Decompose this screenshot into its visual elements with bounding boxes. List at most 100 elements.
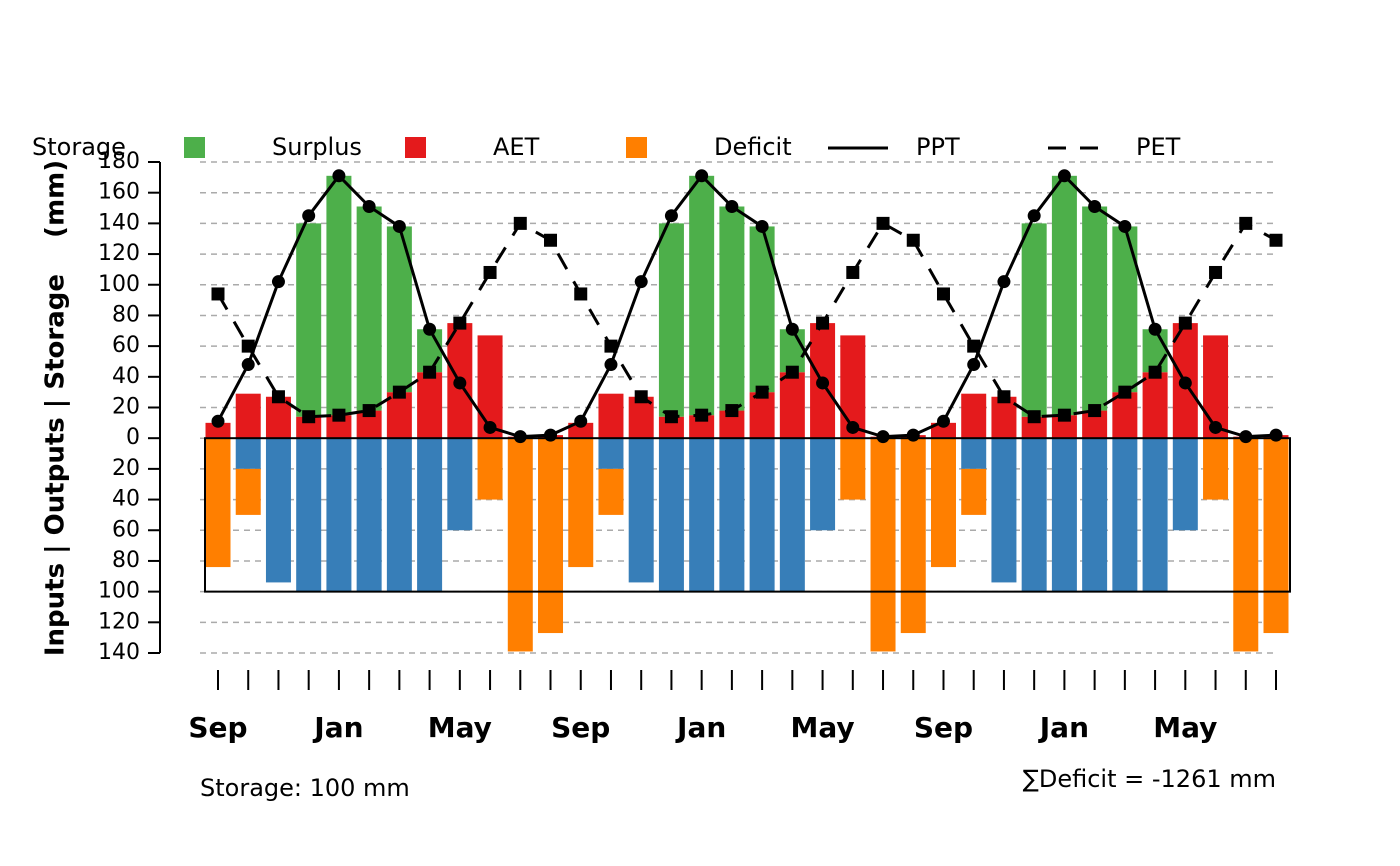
point <box>816 376 830 390</box>
bar <box>1051 175 1077 416</box>
y-tick-label: 180 <box>98 149 140 174</box>
bar <box>356 438 382 592</box>
bar <box>417 438 443 592</box>
bar <box>991 396 1017 439</box>
y-tick-label: 120 <box>98 609 140 634</box>
bar <box>386 392 412 439</box>
point <box>1118 219 1132 233</box>
point <box>302 209 316 223</box>
point <box>362 404 376 418</box>
y-axis-label: Inputs | Outputs | Storage (mm) <box>41 160 71 656</box>
x-tick-label: Sep <box>188 711 247 744</box>
point <box>755 385 769 399</box>
point <box>906 233 920 247</box>
bar <box>749 392 775 439</box>
point <box>544 428 558 442</box>
point <box>664 410 678 424</box>
point <box>725 404 739 418</box>
y-tick-label: 40 <box>112 487 140 512</box>
x-tick-label: May <box>1153 711 1217 744</box>
point <box>936 287 950 301</box>
bar <box>1172 438 1198 531</box>
bar <box>568 422 594 439</box>
point <box>1239 216 1253 230</box>
bar <box>779 372 805 439</box>
legend-swatch <box>184 137 205 158</box>
annotation: Storage: 100 mm <box>200 774 410 802</box>
point <box>362 199 376 213</box>
y-tick-label: 140 <box>98 210 140 235</box>
point <box>967 358 981 372</box>
bar <box>689 175 715 416</box>
point <box>574 414 588 428</box>
bar <box>598 468 624 515</box>
point <box>785 365 799 379</box>
y-tick-label: 100 <box>98 579 140 604</box>
point <box>302 410 316 424</box>
bar <box>900 438 926 634</box>
point <box>392 219 406 233</box>
point <box>634 390 648 404</box>
point <box>816 316 830 330</box>
bar <box>477 438 503 500</box>
point <box>906 428 920 442</box>
bar <box>235 393 261 439</box>
point <box>544 233 558 247</box>
bar <box>961 438 987 469</box>
point <box>241 358 255 372</box>
point <box>453 376 467 390</box>
y-tick-label: 100 <box>98 272 140 297</box>
legend-label: AET <box>493 133 540 161</box>
point <box>1088 404 1102 418</box>
y-tick-label: 80 <box>112 302 140 327</box>
point <box>846 265 860 279</box>
point <box>695 169 709 183</box>
bar <box>598 393 624 439</box>
y-tick-label: 20 <box>112 456 140 481</box>
bar <box>235 468 261 515</box>
y-tick-label: 160 <box>98 180 140 205</box>
bar <box>205 422 231 439</box>
legend-label: PET <box>1136 133 1181 161</box>
point <box>483 265 497 279</box>
bar <box>205 438 231 568</box>
point <box>1209 420 1223 434</box>
bar <box>961 393 987 439</box>
point <box>1057 169 1071 183</box>
bar <box>991 438 1017 583</box>
y-tick-label: 80 <box>112 548 140 573</box>
bar <box>1203 438 1229 500</box>
y-tick-label: 0 <box>126 425 140 450</box>
bar <box>1112 438 1138 592</box>
bar <box>1051 438 1077 592</box>
bar <box>930 438 956 568</box>
bar <box>719 438 745 592</box>
bar <box>417 329 443 373</box>
bar <box>1112 392 1138 439</box>
point <box>604 358 618 372</box>
point <box>1148 322 1162 336</box>
point <box>664 209 678 223</box>
bar <box>265 438 291 583</box>
bar <box>810 438 836 531</box>
bar <box>689 438 715 592</box>
x-tick-label: May <box>428 711 492 744</box>
bar <box>628 438 654 583</box>
bar <box>840 438 866 500</box>
point <box>332 169 346 183</box>
x-tick-label: May <box>790 711 854 744</box>
point <box>453 316 467 330</box>
bar <box>568 438 594 568</box>
annotation: ∑Deficit = -1261 mm <box>1023 765 1276 793</box>
bar <box>779 438 805 592</box>
bar <box>538 438 564 634</box>
y-tick-label: 60 <box>112 517 140 542</box>
point <box>513 216 527 230</box>
point <box>332 408 346 422</box>
point <box>846 420 860 434</box>
point <box>1027 410 1041 424</box>
bar <box>1142 329 1168 373</box>
point <box>1269 233 1283 247</box>
